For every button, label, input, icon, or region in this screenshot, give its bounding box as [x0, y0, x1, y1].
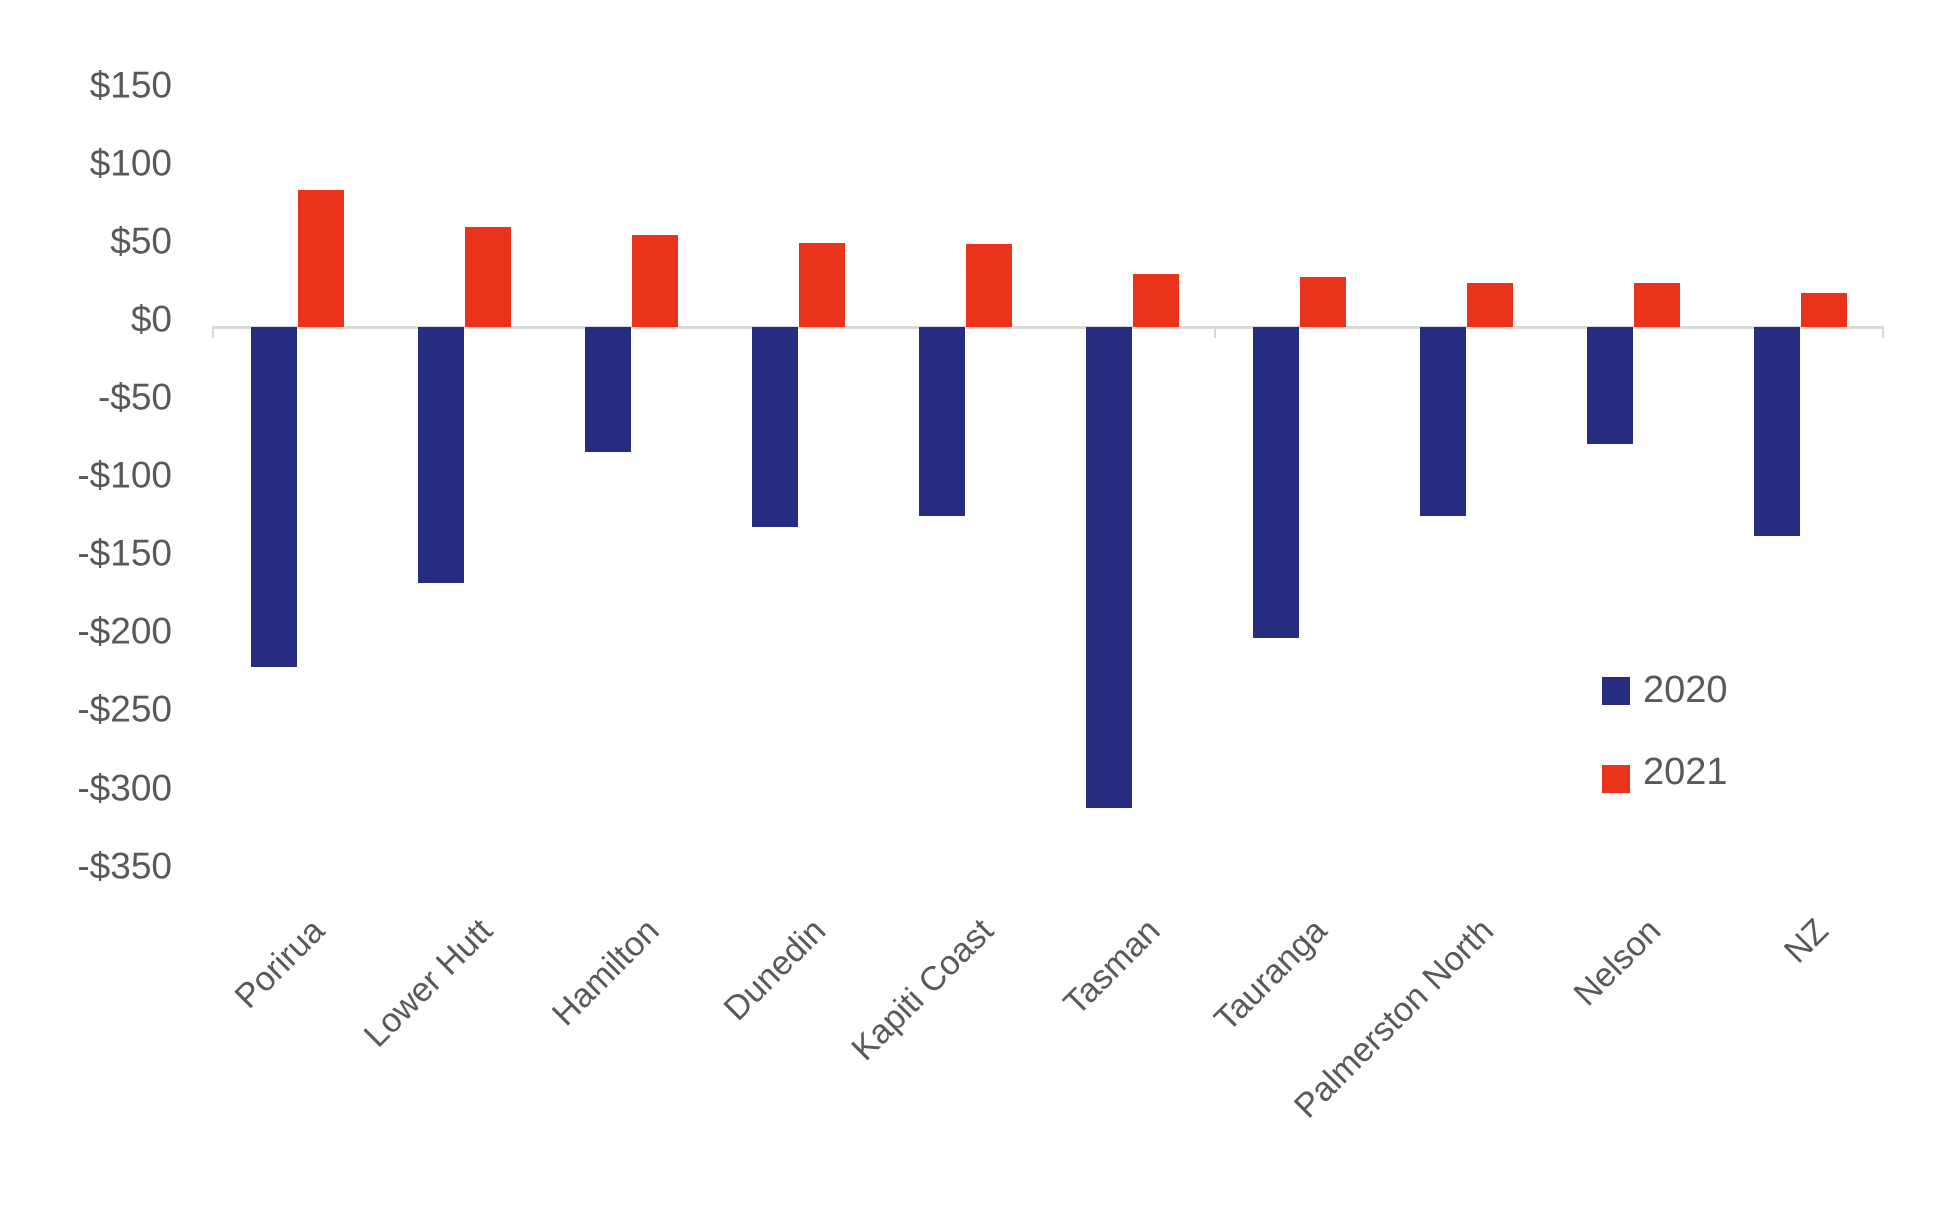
- bar-2021-porirua: [298, 189, 344, 327]
- bar-2020-tasman: [1086, 327, 1132, 808]
- y-tick-label: $0: [130, 298, 172, 340]
- bar-2020-lower-hutt: [418, 327, 464, 584]
- y-tick-label: -$100: [77, 454, 172, 496]
- y-tick-label: -$250: [77, 688, 172, 730]
- bar-2020-palmerston-north: [1420, 327, 1466, 516]
- x-category-label-nelson: Nelson: [1566, 911, 1669, 1014]
- y-tick-label: -$150: [77, 532, 172, 574]
- bar-2021-nz: [1801, 292, 1847, 327]
- bar-2020-dunedin: [752, 327, 798, 527]
- bar-2020-hamilton: [585, 327, 631, 452]
- legend-swatch-2020: [1602, 677, 1630, 705]
- y-tick-label: -$50: [97, 376, 172, 418]
- legend-swatch-2021: [1602, 765, 1630, 793]
- x-category-label-tauranga: Tauranga: [1207, 911, 1335, 1039]
- axis-tick: [1882, 326, 1884, 338]
- bar-2020-porirua: [251, 327, 297, 668]
- x-category-label-dunedin: Dunedin: [717, 911, 834, 1029]
- bar-2021-tauranga: [1300, 277, 1346, 327]
- x-category-label-kapiti-coast: Kapiti Coast: [843, 911, 1001, 1069]
- bar-2021-lower-hutt: [465, 227, 511, 327]
- bar-2021-dunedin: [799, 242, 845, 327]
- bar-2021-hamilton: [632, 234, 678, 327]
- y-tick-label: $50: [110, 220, 172, 262]
- y-tick-label: -$350: [77, 845, 172, 887]
- bar-2020-tauranga: [1253, 327, 1299, 638]
- zero-axis-line: [213, 326, 1883, 329]
- x-category-label-tasman: Tasman: [1056, 911, 1168, 1023]
- bar-2020-nz: [1754, 327, 1800, 537]
- bar-2021-tasman: [1133, 273, 1179, 327]
- legend-label-2021: 2021: [1643, 751, 1728, 793]
- x-category-label-hamilton: Hamilton: [544, 911, 667, 1034]
- legend-label-2020: 2020: [1643, 669, 1728, 711]
- x-category-label-lower-hutt: Lower Hutt: [356, 911, 500, 1055]
- x-category-label-porirua: Porirua: [228, 911, 333, 1016]
- bar-2020-nelson: [1587, 327, 1633, 445]
- y-tick-label: $150: [89, 64, 172, 106]
- bar-2021-kapiti-coast: [966, 244, 1012, 327]
- y-tick-label: -$300: [77, 767, 172, 808]
- axis-tick: [1214, 326, 1216, 338]
- x-category-label-nz: NZ: [1776, 911, 1836, 971]
- y-tick-label: -$200: [77, 610, 172, 652]
- bar-2020-kapiti-coast: [919, 327, 965, 516]
- bar-2021-palmerston-north: [1467, 283, 1513, 327]
- axis-tick: [212, 326, 214, 338]
- bar-2021-nelson: [1634, 283, 1680, 327]
- y-tick-label: $100: [89, 142, 172, 184]
